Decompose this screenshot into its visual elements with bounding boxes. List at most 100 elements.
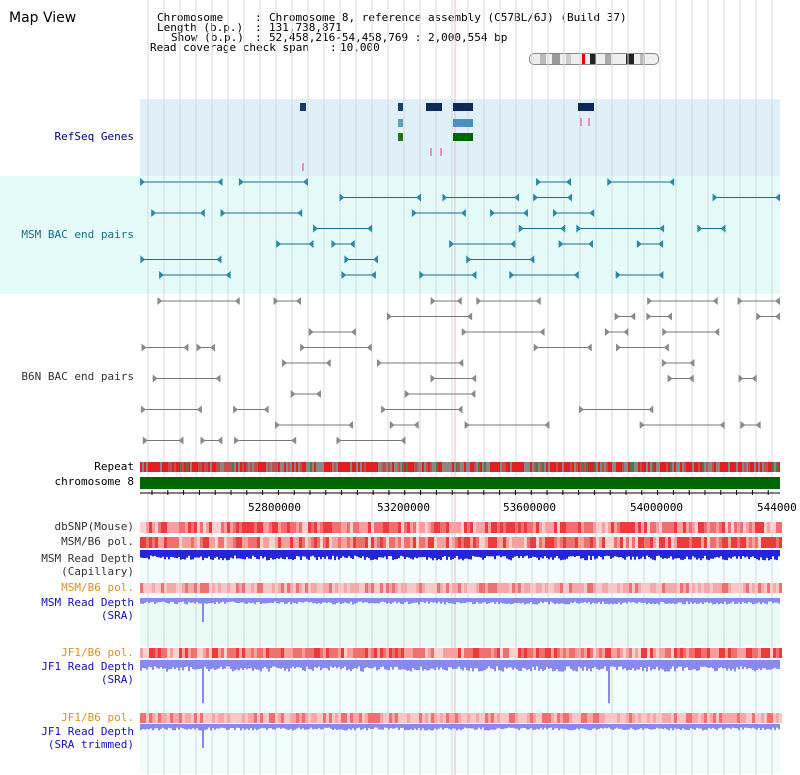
depth-bar (242, 598, 244, 603)
heat-cell (272, 713, 275, 723)
repeat-segment (264, 462, 266, 472)
depth-bar (396, 660, 398, 667)
heat-cell (572, 583, 575, 593)
depth-bar (444, 660, 446, 671)
heat-cell (392, 713, 395, 723)
depth-bar (296, 550, 298, 556)
chromosome-ideogram[interactable] (529, 53, 659, 65)
depth-bar (248, 598, 250, 603)
repeat-segment (304, 462, 306, 472)
repeat-segment (278, 462, 280, 472)
depth-bar (214, 724, 216, 730)
repeat-segment (232, 462, 234, 472)
repeat-segment (534, 462, 536, 472)
depth-bar (614, 598, 616, 604)
bac-end-marker (659, 224, 665, 233)
depth-bar (380, 598, 382, 602)
heat-cell (770, 648, 773, 658)
repeat-segment (758, 462, 760, 472)
depth-bar (650, 550, 652, 559)
depth-bar (160, 598, 162, 603)
heat-cell (641, 537, 644, 548)
depth-bar (676, 598, 678, 604)
heat-cell (671, 522, 674, 533)
depth-bar (236, 550, 238, 559)
heat-cell (524, 537, 527, 548)
bac-end-marker (336, 436, 342, 445)
depth-bar (194, 598, 196, 604)
repeat-segment (354, 462, 356, 472)
depth-bar (364, 660, 366, 669)
repeat-segment (200, 462, 202, 472)
repeat-segment (420, 462, 422, 472)
heat-cell (521, 537, 524, 548)
heat-cell (431, 583, 434, 593)
depth-bar (574, 724, 576, 730)
heat-cell (617, 648, 620, 658)
depth-bar (384, 550, 386, 557)
heat-cell (461, 537, 464, 548)
heat-cell (575, 537, 578, 548)
heat-cell (383, 537, 386, 548)
depth-bar (690, 550, 692, 560)
heat-cell (371, 583, 374, 593)
heat-cell (512, 648, 515, 658)
depth-bar (346, 550, 348, 559)
heat-cell (359, 713, 362, 723)
depth-bar (756, 550, 758, 560)
heat-cell (311, 648, 314, 658)
repeat-segment (310, 462, 312, 472)
depth-bar (232, 550, 234, 559)
heat-cell (251, 648, 254, 658)
heat-cell (644, 713, 647, 723)
depth-bar (760, 550, 762, 558)
repeat-segment (306, 462, 308, 472)
repeat-segment (584, 462, 586, 472)
depth-bar (362, 660, 364, 672)
depth-bar (186, 598, 188, 605)
heat-cell (752, 537, 755, 548)
heat-cell (275, 522, 278, 533)
depth-bar (474, 598, 476, 605)
heat-cell (338, 537, 341, 548)
depth-bar (778, 724, 780, 730)
depth-bar (712, 550, 714, 559)
depth-bar (576, 660, 578, 672)
depth-bar (486, 724, 488, 731)
heat-cell (317, 537, 320, 548)
depth-bar (734, 550, 736, 557)
depth-bar (436, 660, 438, 668)
heat-cell (356, 648, 359, 658)
heat-cell (245, 713, 248, 723)
repeat-segment (472, 462, 474, 472)
heat-cell (374, 648, 377, 658)
heat-cell (251, 537, 254, 548)
depth-bar (202, 550, 204, 561)
heat-cell (344, 537, 347, 548)
depth-bar (546, 660, 548, 668)
repeat-segment (700, 462, 702, 472)
depth-bar (640, 660, 642, 667)
depth-bar (144, 660, 146, 669)
heat-cell (458, 537, 461, 548)
heat-cell (716, 537, 719, 548)
depth-bar (380, 660, 382, 668)
heat-cell (263, 522, 266, 533)
heat-cell (449, 522, 452, 533)
depth-bar (696, 598, 698, 604)
bac-end-marker (297, 209, 303, 217)
heat-cell (365, 583, 368, 593)
repeat-segment (578, 462, 580, 472)
depth-bar (314, 724, 316, 729)
chromosome-bar (140, 477, 780, 489)
heat-cell (611, 583, 614, 593)
heat-cell (677, 583, 680, 593)
heat-cell (698, 648, 701, 658)
heat-cell (566, 583, 569, 593)
heat-cell (527, 648, 530, 658)
depth-bar (304, 598, 306, 602)
repeat-segment (482, 462, 484, 472)
depth-bar (360, 598, 362, 602)
heat-cell (392, 537, 395, 548)
